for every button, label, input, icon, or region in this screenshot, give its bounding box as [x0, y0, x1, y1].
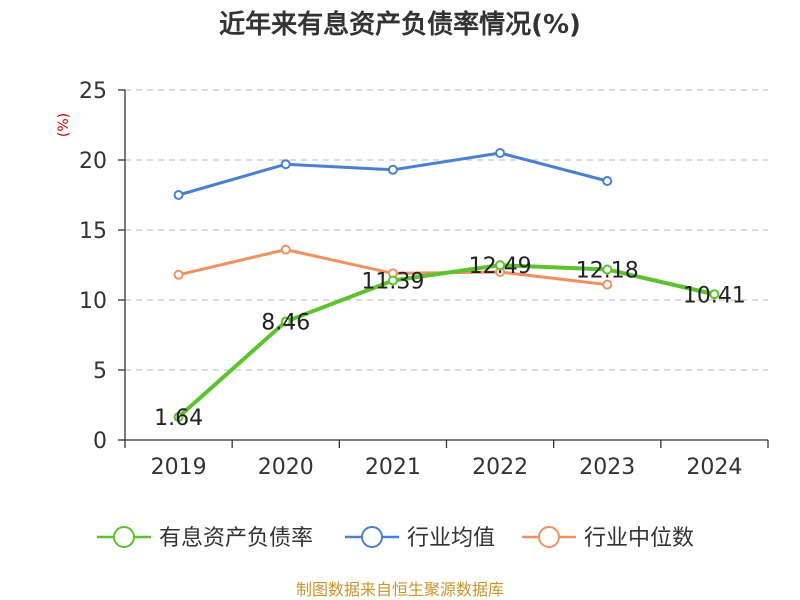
legend-swatch-marker: [113, 526, 135, 548]
y-tick-label: 5: [93, 359, 107, 384]
main-series: [173, 260, 720, 423]
data-label: 11.39: [361, 270, 424, 295]
data-point: [495, 148, 506, 158]
data-label: 12.49: [469, 254, 532, 279]
data-point: [602, 279, 613, 290]
data-point: [709, 289, 720, 300]
legend-swatch-marker: [361, 526, 383, 548]
legend-label: 行业中位数: [584, 526, 694, 551]
legend-item: 行业中位数: [522, 526, 694, 551]
data-point: [280, 244, 291, 255]
gridlines: [125, 89, 768, 371]
y-tick-label: 15: [79, 219, 107, 244]
data-point: [280, 316, 291, 327]
y-tick-label: 20: [79, 149, 107, 174]
data-point: [387, 164, 398, 175]
legend-item: 行业均值: [345, 526, 495, 551]
y-axis-unit-label: (%): [56, 113, 72, 137]
legend-label: 行业均值: [407, 526, 495, 551]
data-point: [495, 260, 506, 271]
data-point: [602, 176, 613, 186]
y-tick-label: 25: [79, 79, 107, 104]
data-label: 10.41: [683, 283, 746, 308]
data-point: [173, 190, 184, 200]
y-tick-label: 0: [93, 429, 107, 454]
x-tick-label: 2023: [579, 455, 635, 480]
series-layer: [173, 148, 720, 423]
data-label: 8.46: [261, 311, 310, 336]
y-tick-label: 10: [79, 289, 107, 314]
x-tick-label: 2021: [365, 455, 421, 480]
x-tick-label: 2022: [472, 455, 528, 480]
legend: 有息资产负债率 行业均值 行业中位数: [97, 526, 694, 551]
x-tick-label: 2019: [151, 455, 207, 480]
data-point: [173, 269, 184, 280]
data-labels: 1.64 8.46 11.39 12.49 12.18 10.41: [154, 254, 746, 431]
data-point: [602, 264, 613, 275]
source-note: 制图数据来自恒生聚源数据库: [296, 580, 504, 599]
data-point: [280, 159, 291, 170]
series-line: [176, 263, 717, 420]
legend-item: 有息资产负债率: [97, 526, 313, 551]
legend-swatch-marker: [538, 526, 560, 548]
data-point: [173, 412, 184, 423]
chart-title: 近年来有息资产负债率情况(%): [219, 9, 581, 40]
legend-label: 有息资产负债率: [159, 526, 313, 551]
axes: 0 5 10 15 20 25 2019 2020 2021 2022 2023 2024: [79, 79, 769, 480]
industry-mean-series: [173, 148, 613, 200]
data-label: 12.18: [576, 258, 639, 283]
x-tick-label: 2024: [686, 455, 742, 480]
industry-median-series: [173, 244, 613, 290]
data-point: [387, 275, 398, 286]
x-tick-label: 2020: [258, 455, 314, 480]
data-label: 1.64: [154, 406, 203, 431]
